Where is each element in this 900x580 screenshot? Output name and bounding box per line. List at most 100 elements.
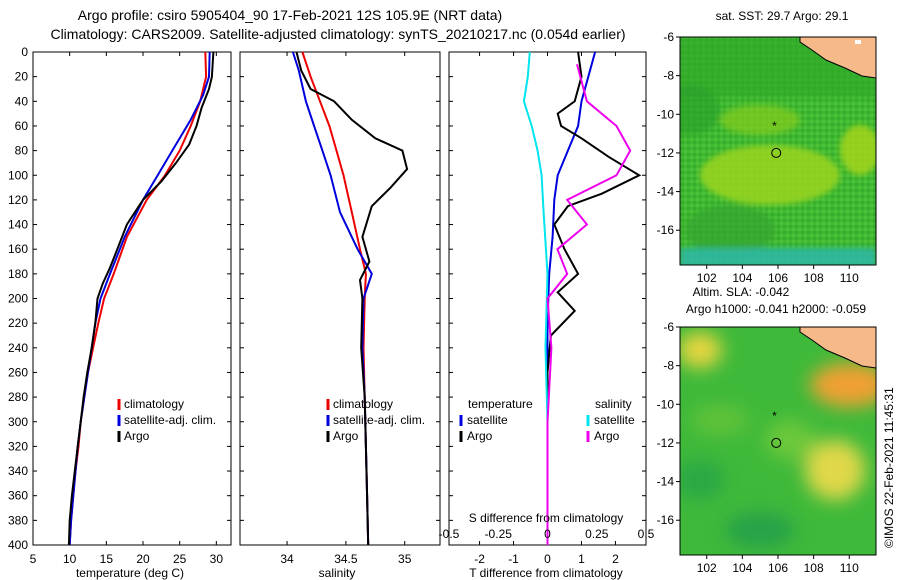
depth-tick-label: 200 [8,292,28,306]
legend-label-satellite: satellite-adj. clim. [124,413,216,427]
lat-tick-label: -6 [663,30,674,44]
lon-tick-label: 110 [840,561,859,575]
title-line-1: Argo profile: csiro 5905404_90 17-Feb-20… [78,7,502,23]
lat-tick-label: -12 [657,436,675,450]
map-star-marker: * [772,119,777,133]
cloud-patch [855,40,861,44]
depth-tick-label: 180 [8,267,28,281]
lat-tick-label: -14 [657,475,675,489]
lon-tick-label: 102 [697,561,717,575]
depth-tick-label: 40 [15,94,29,108]
depth-tick-label: 320 [8,439,28,453]
depth-tick-label: 60 [15,119,29,133]
legend-label-satellite: satellite-adj. clim. [333,413,425,427]
x-tick-label: 0 [544,552,551,566]
legend-label-sal-satellite: satellite [594,413,635,427]
depth-tick-label: 300 [8,415,28,429]
lon-tick-label: 106 [768,271,788,285]
sal-diff-tick-label: -0.25 [485,527,513,541]
sla-map-title-2: Argo h1000: -0.041 h2000: -0.059 [686,302,866,316]
series-climatology [68,51,208,546]
depth-tick-label: 340 [8,464,28,478]
legend-label-climatology: climatology [333,397,393,411]
salinity-diff-label: S difference from climatology [469,511,624,525]
lon-tick-label: 110 [840,271,859,285]
depth-tick-label: 0 [21,45,28,59]
difference-legend: temperature satellite Argo salinity sate… [459,397,635,443]
temperature-axes [32,51,232,546]
landmass-java [799,327,876,369]
sal-diff-tick-label: 0 [544,527,551,541]
x-tick-label: 5 [30,552,37,566]
temperature-legend: climatology satellite-adj. clim. Argo [117,397,216,443]
lon-tick-label: 108 [804,561,824,575]
sal-diff-tick-label: -0.5 [439,527,460,541]
landmass-java [799,37,876,79]
title-line-2: Climatology: CARS2009. Satellite-adjuste… [50,26,625,42]
x-tick-label: 20 [136,552,150,566]
sst-map-title: sat. SST: 29.7 Argo: 29.1 [716,9,849,23]
depth-tick-label: 400 [8,538,28,552]
sla-map: * [680,327,876,555]
salinity-xlabel: salinity [319,566,356,580]
salinity-axes [239,51,441,546]
lon-tick-label: 104 [732,271,752,285]
depth-tick-label: 20 [15,70,29,84]
lon-tick-label: 106 [768,561,788,575]
sla-map-title-1: Altim. SLA: -0.042 [693,285,790,299]
series-satellite-adj-clim- [68,51,211,546]
depth-tick-label: 360 [8,489,28,503]
series-argo [295,51,409,546]
x-tick-label: -1 [508,552,519,566]
lat-tick-label: -8 [663,69,674,83]
x-tick-label: 1 [578,552,585,566]
difference-panel: -2 -1 0 1 2 -0.5 -0.25 0 0.25 0.5 [439,51,655,566]
sla-map-ticks: 102 104 106 108 110 -6 -8 -10 -12 -14 -16 [657,320,860,575]
legend-label-climatology: climatology [124,397,184,411]
salinity-panel: 34 34.5 35 [280,51,412,566]
sal-diff-tick-label: 0.25 [585,527,609,541]
x-tick-label: 15 [100,552,114,566]
lat-tick-label: -10 [657,397,675,411]
lon-tick-label: 104 [732,561,752,575]
lat-tick-label: -16 [657,223,675,237]
imos-copyright: ©IMOS 22-Feb-2021 11:45:31 [882,387,896,548]
depth-tick-label: 120 [8,193,28,207]
lat-tick-label: -12 [657,146,675,160]
depth-axis: 0 20 40 60 80 100 120 140 160 180 200 220 240 260 280 3… [8,45,646,552]
series-temp-argo [546,51,642,545]
series-temp-satellite [546,51,597,545]
series-sal-argo [546,64,632,545]
lat-tick-label: -10 [657,107,675,121]
temperature-xlabel: temperature (deg C) [76,566,184,580]
depth-tick-label: 380 [8,513,28,527]
x-tick-label: 10 [63,552,77,566]
legend-label-temp-satellite: satellite [467,413,508,427]
depth-tick-label: 140 [8,218,28,232]
depth-tick-label: 100 [8,168,28,182]
depth-tick-label: 160 [8,242,28,256]
temperature-panel: 5 10 15 20 25 30 [30,51,223,566]
sst-map: * [680,37,876,265]
legend-title-salinity: salinity [595,397,632,411]
argo-position-marker [771,147,782,158]
depth-tick-label: 240 [8,341,28,355]
argo-position-marker [771,437,782,448]
x-tick-label: 35 [398,552,412,566]
depth-tick-label: 80 [15,144,29,158]
lat-tick-label: -16 [657,513,675,527]
series-argo [67,51,215,546]
sst-map-ticks: 102 104 106 108 110 -6 -8 -10 -12 -14 -16 [657,30,860,285]
map-star-marker: * [772,409,777,423]
difference-xlabel: T difference from climatology [469,566,623,580]
x-tick-label: 34 [280,552,294,566]
x-tick-label: 34.5 [334,552,358,566]
legend-title-temperature: temperature [468,397,533,411]
depth-tick-label: 260 [8,365,28,379]
legend-label-sal-argo: Argo [594,429,620,443]
lat-tick-label: -8 [663,359,674,373]
salinity-legend: climatology satellite-adj. clim. Argo [326,397,425,443]
x-tick-label: 2 [612,552,619,566]
x-tick-label: -2 [474,552,485,566]
